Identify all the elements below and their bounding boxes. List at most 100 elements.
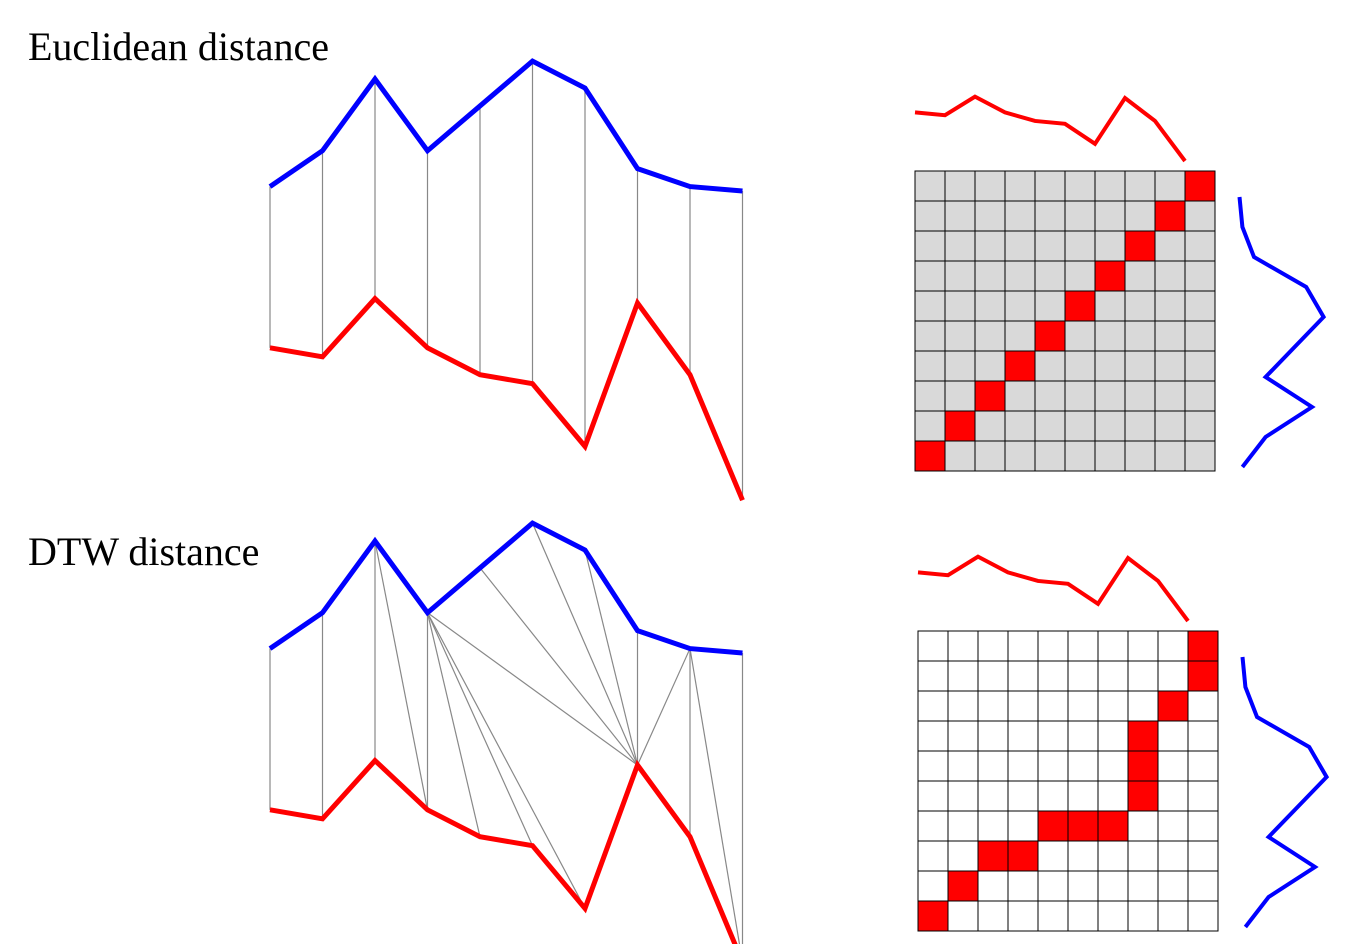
matrix-cell (974, 170, 1006, 202)
warping-path-cell (1127, 780, 1159, 812)
warping-path-cell (1157, 690, 1189, 722)
matrix-cell (947, 690, 979, 722)
matrix-cell (914, 350, 946, 382)
matrix-cell (944, 380, 976, 412)
matrix-cell (944, 260, 976, 292)
alignment-line (374, 540, 429, 810)
matrix-cell (917, 780, 949, 812)
alignment-line (531, 522, 639, 766)
matrix-cell (977, 720, 1009, 752)
matrix-cell (1067, 900, 1099, 932)
matrix-cell (1034, 260, 1066, 292)
matrix-cell (1154, 320, 1186, 352)
matrix-cell (947, 840, 979, 872)
matrix-cell (1127, 810, 1159, 842)
matrix-cell (917, 810, 949, 842)
matrix-cell (1154, 290, 1186, 322)
matrix-cell (1004, 440, 1036, 472)
matrix-cell (947, 630, 979, 662)
euclidean-matrix-red-series (914, 94, 1187, 163)
euclidean-red-series (269, 294, 745, 502)
alignment-line (427, 612, 638, 766)
matrix-cell (1037, 780, 1069, 812)
alignment-line (479, 567, 638, 766)
matrix-cell (947, 720, 979, 752)
matrix-cell (1157, 870, 1189, 902)
alignment-line (636, 648, 691, 766)
matrix-cell (914, 410, 946, 442)
matrix-cell (1187, 780, 1219, 812)
matrix-cell (1064, 350, 1096, 382)
matrix-cell (1124, 350, 1156, 382)
matrix-cell (1067, 840, 1099, 872)
matrix-cell (1004, 200, 1036, 232)
matrix-cell (1187, 900, 1219, 932)
matrix-cell (1187, 750, 1219, 782)
matrix-cell (974, 200, 1006, 232)
matrix-cell (1004, 260, 1036, 292)
warping-path-cell (1184, 170, 1216, 202)
matrix-cell (947, 780, 979, 812)
warping-path-cell (1094, 260, 1126, 292)
matrix-cell (1124, 440, 1156, 472)
matrix-cell (1094, 230, 1126, 262)
matrix-cell (1064, 200, 1096, 232)
matrix-cell (1154, 260, 1186, 292)
matrix-cell (1034, 230, 1066, 262)
matrix-cell (917, 690, 949, 722)
matrix-cell (1124, 380, 1156, 412)
matrix-cell (974, 260, 1006, 292)
matrix-cell (1127, 900, 1159, 932)
dtw-matrix-red-series (917, 554, 1190, 623)
matrix-cell (974, 410, 1006, 442)
matrix-cell (944, 440, 976, 472)
matrix-cell (1037, 870, 1069, 902)
matrix-cell (1154, 230, 1186, 262)
matrix-cell (1004, 230, 1036, 262)
matrix-cell (914, 320, 946, 352)
euclidean-panel: Euclidean distance (28, 24, 1327, 502)
dtw-panel: DTW distance (28, 520, 1330, 944)
dtw-alignment-lines (269, 522, 744, 944)
matrix-cell (1007, 750, 1039, 782)
matrix-cell (977, 630, 1009, 662)
matrix-cell (1034, 170, 1066, 202)
matrix-cell (1004, 380, 1036, 412)
matrix-cell (1157, 660, 1189, 692)
matrix-cell (917, 630, 949, 662)
matrix-cell (1184, 200, 1216, 232)
matrix-cell (1004, 170, 1036, 202)
matrix-cell (1064, 380, 1096, 412)
matrix-cell (977, 780, 1009, 812)
warping-path-cell (974, 380, 1006, 412)
euclidean-alignment-lines (269, 61, 744, 501)
matrix-cell (1007, 870, 1039, 902)
alignment-line (689, 648, 741, 944)
matrix-cell (1007, 720, 1039, 752)
warping-path-cell (1034, 320, 1066, 352)
euclidean-matrix-blue-series (1237, 196, 1327, 469)
matrix-cell (1094, 200, 1126, 232)
matrix-cell (974, 440, 1006, 472)
euclidean-title: Euclidean distance (28, 24, 329, 69)
warping-path-cell (1004, 350, 1036, 382)
matrix-cell (1037, 690, 1069, 722)
matrix-cell (1184, 440, 1216, 472)
dtw-red-series (269, 756, 738, 944)
matrix-cell (1127, 660, 1159, 692)
matrix-cell (917, 720, 949, 752)
matrix-cell (1064, 230, 1096, 262)
warping-path-cell (1154, 200, 1186, 232)
warping-path-cell (1124, 230, 1156, 262)
alignment-line (584, 549, 639, 766)
matrix-cell (1187, 720, 1219, 752)
matrix-cell (1034, 350, 1066, 382)
matrix-cell (1127, 690, 1159, 722)
matrix-cell (1007, 660, 1039, 692)
matrix-cell (947, 900, 979, 932)
matrix-cell (1097, 900, 1129, 932)
matrix-cell (1097, 690, 1129, 722)
matrix-cell (914, 380, 946, 412)
warping-path-cell (1064, 290, 1096, 322)
alignment-line (426, 612, 534, 846)
